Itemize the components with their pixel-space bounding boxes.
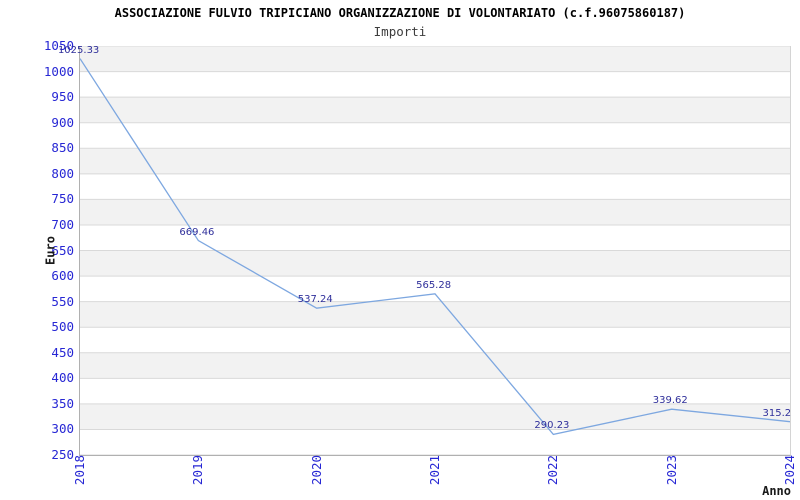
point-label: 315.2 xyxy=(762,407,792,419)
y-tick-label: 350 xyxy=(51,395,74,411)
point-label: 669.46 xyxy=(179,226,215,238)
x-tick-label: 2021 xyxy=(427,454,442,486)
y-tick-label: 700 xyxy=(51,216,74,232)
x-tick-label: 2018 xyxy=(72,454,87,486)
plot-area xyxy=(79,46,791,456)
x-tick-label: 2020 xyxy=(308,454,324,486)
chart-subtitle: Importi xyxy=(373,24,427,39)
grid-band xyxy=(80,327,790,353)
y-tick-label: 300 xyxy=(51,421,74,437)
grid-band xyxy=(80,429,790,455)
y-tick-label: 850 xyxy=(51,140,74,156)
y-tick-label: 550 xyxy=(51,293,74,309)
y-axis-label: Euro xyxy=(43,236,58,265)
data-line xyxy=(80,58,790,436)
point-label: 537.24 xyxy=(297,294,333,306)
y-tick-label: 750 xyxy=(51,191,74,207)
y-tick-label: 600 xyxy=(51,268,74,284)
grid-band xyxy=(80,97,790,123)
grid-band xyxy=(80,276,790,302)
y-tick-label: 500 xyxy=(51,319,74,335)
y-tick-label: 800 xyxy=(51,165,74,181)
y-tick-label: 650 xyxy=(51,242,74,258)
point-label: 290.23 xyxy=(534,420,570,432)
grid-band xyxy=(80,250,790,277)
y-tick-label: 950 xyxy=(51,89,74,105)
grid-band xyxy=(80,122,790,149)
grid-band xyxy=(80,403,790,430)
y-tick-label: 900 xyxy=(51,114,74,130)
grid-band xyxy=(80,199,790,225)
grid-band xyxy=(80,352,790,379)
y-tick-label: 1050 xyxy=(43,38,74,53)
x-tick-label: 2023 xyxy=(663,454,679,486)
grid-band xyxy=(80,71,790,98)
grid-band xyxy=(80,301,790,328)
point-label: 565.28 xyxy=(416,279,452,291)
plot-canvas xyxy=(80,46,790,455)
x-tick-label: 2019 xyxy=(190,454,206,486)
point-label: 1025.33 xyxy=(57,44,100,56)
y-tick-label: 1000 xyxy=(43,63,74,79)
y-tick-label: 400 xyxy=(51,370,74,386)
grid-band xyxy=(80,224,790,251)
grid-band xyxy=(80,46,790,72)
chart-title: ASSOCIAZIONE FULVIO TRIPICIANO ORGANIZZA… xyxy=(114,6,686,20)
grid-band xyxy=(80,173,790,200)
y-tick-label: 250 xyxy=(51,447,74,462)
point-label: 339.62 xyxy=(652,395,688,407)
grid-band xyxy=(80,148,790,174)
grid-band xyxy=(80,378,790,404)
x-axis-label: Anno xyxy=(762,484,791,498)
x-tick-label: 2022 xyxy=(545,454,561,486)
y-tick-label: 450 xyxy=(51,344,74,360)
